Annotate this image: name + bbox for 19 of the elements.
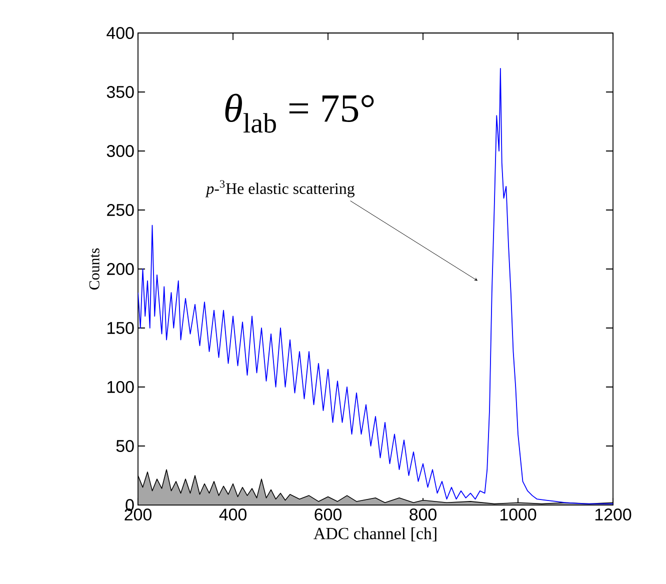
y-tick-label: 300 xyxy=(106,145,134,157)
annotation: θ$_{lab}$ = 75° xyxy=(225,94,374,133)
x-tick-label: 1200 xyxy=(595,508,632,521)
y-tick-label: 200 xyxy=(107,263,134,275)
x-tick-label: 400 xyxy=(219,508,246,521)
y-tick-label: 250 xyxy=(107,204,134,216)
x-axis-title: ADC channel [ch] xyxy=(314,527,436,542)
y-tick-label: 150 xyxy=(108,322,134,334)
line-series xyxy=(138,68,614,504)
x-tick-label: 800 xyxy=(410,508,436,521)
y-axis-title: Counts xyxy=(89,248,100,290)
y-tick-label: 50 xyxy=(116,440,134,452)
x-tick-label: 600 xyxy=(314,508,342,521)
x-tick-label: 1000 xyxy=(500,508,536,521)
annotation: p-$^{3}$He elastic scattering xyxy=(205,180,355,198)
y-tick-label: 350 xyxy=(106,86,134,98)
y-tick-label: 100 xyxy=(108,381,134,393)
x-tick-label: 200 xyxy=(124,508,152,521)
y-tick-label: 400 xyxy=(106,27,134,39)
